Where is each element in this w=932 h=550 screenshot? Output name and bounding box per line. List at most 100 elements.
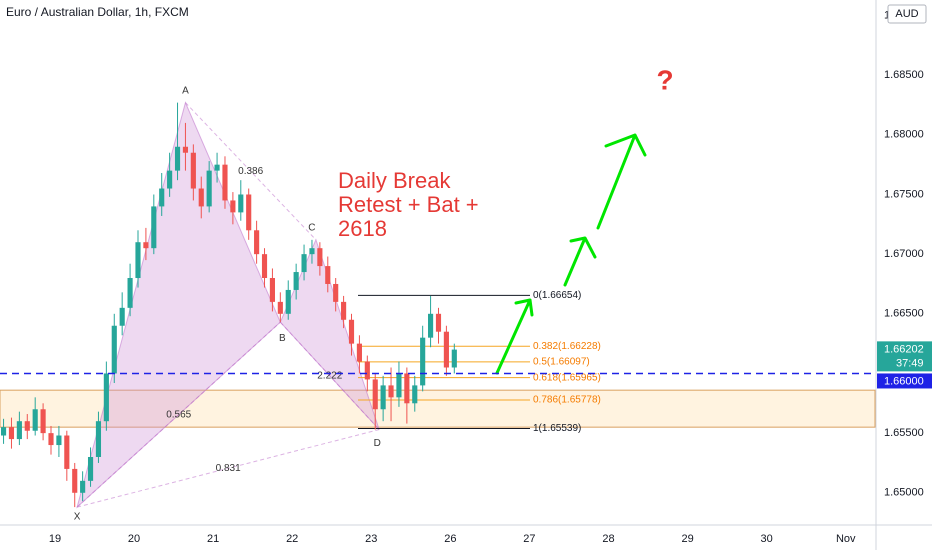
pattern-point-label: A	[182, 85, 189, 96]
annotation-line: Daily Break	[338, 168, 451, 193]
x-tick-label: 23	[365, 533, 377, 545]
candle-body	[341, 301, 347, 320]
candle-body	[143, 242, 149, 249]
candle-body	[404, 373, 410, 404]
currency-box[interactable]	[887, 4, 927, 24]
fib-label: 0.382(1.66228)	[533, 341, 601, 352]
x-tick-label: 26	[444, 533, 456, 545]
candle-body	[8, 427, 15, 440]
candle-body	[412, 385, 418, 404]
pattern-ratio: 0.831	[216, 463, 241, 474]
fib-label: 0(1.66654)	[533, 290, 581, 301]
y-tick-label: 1.66500	[884, 308, 924, 320]
x-tick-label: 30	[761, 533, 773, 545]
pattern-leg	[76, 429, 380, 508]
countdown: 37:49	[896, 357, 924, 369]
candle-body	[95, 421, 102, 457]
fib-label: 1(1.65539)	[533, 423, 581, 434]
x-tick-label: 27	[523, 533, 535, 545]
pattern-ratio: 2.222	[317, 370, 342, 381]
candle-body	[285, 289, 291, 314]
y-tick-label: 1.65000	[884, 487, 924, 499]
fib-label: 0.5(1.66097)	[533, 357, 590, 368]
candles	[0, 102, 457, 508]
y-tick-label: 1.67500	[884, 188, 924, 200]
candle-body	[277, 301, 283, 314]
candle-body	[56, 435, 62, 446]
candle-body	[206, 170, 212, 207]
candle-body	[198, 188, 204, 207]
x-tick-label: 29	[681, 533, 693, 545]
pattern-point-label: D	[374, 438, 381, 449]
candle-body	[80, 480, 86, 493]
pattern-leg	[76, 321, 281, 508]
candle-body	[111, 325, 117, 374]
x-tick-label: Nov	[836, 533, 856, 545]
pattern-leg	[279, 321, 380, 430]
arrow	[563, 236, 597, 287]
pattern-point-label: C	[308, 222, 315, 233]
candle-body	[356, 343, 362, 362]
candle-body	[333, 283, 339, 302]
x-tick-label: 22	[286, 533, 298, 545]
zone	[0, 389, 876, 428]
last-price-label: 1.66202	[884, 343, 924, 355]
pattern-leg	[185, 102, 317, 241]
candle-body	[32, 409, 38, 431]
candle-body	[325, 266, 331, 284]
arrow	[495, 298, 534, 375]
price-line-tag	[877, 373, 932, 389]
candle-body	[443, 331, 449, 368]
candle-body	[246, 194, 252, 231]
x-tick-label: 28	[602, 533, 614, 545]
candle-body	[428, 313, 434, 338]
candle-body	[174, 146, 181, 171]
candle-body	[190, 152, 196, 189]
currency[interactable]: AUD	[895, 8, 918, 20]
candle-body	[254, 230, 260, 255]
candle-body	[87, 456, 94, 481]
y-tick-label: 1.68500	[884, 69, 924, 81]
candle-body	[435, 313, 442, 332]
candle-body	[396, 373, 402, 398]
candle-body	[230, 200, 236, 213]
candle-body	[451, 349, 457, 368]
candle-body	[24, 421, 30, 431]
candle-body	[214, 164, 220, 171]
y-tick-label: 1.68000	[884, 129, 924, 141]
candle-body	[135, 242, 141, 279]
annotation-line: 2618	[338, 216, 387, 241]
question-mark: ?	[656, 64, 673, 95]
candle-body	[167, 170, 173, 189]
price-line-label: 1.66000	[884, 375, 924, 387]
candle-body	[301, 254, 307, 273]
candle-body	[48, 433, 54, 446]
last-price-tag	[877, 341, 932, 372]
candle-body	[348, 319, 355, 344]
candle-body	[0, 427, 7, 436]
fib-label: 0.618(1.65965)	[533, 372, 601, 383]
candle-body	[238, 194, 244, 213]
candle-body	[388, 385, 394, 398]
x-tick-label: 19	[49, 533, 61, 545]
pattern-point-label: B	[279, 333, 286, 344]
candle-body	[159, 188, 165, 207]
pattern-ratio: 0.565	[166, 409, 191, 420]
x-tick-label: 21	[207, 533, 219, 545]
fib-layer: 0(1.66654) 0.382(1.66228) 0.5(1.66097) 0.61…	[358, 290, 601, 434]
candle-body	[151, 206, 157, 249]
y-tick-label: 1.65500	[884, 427, 924, 439]
candle-body	[261, 254, 268, 279]
arrow	[596, 133, 647, 230]
candle-body	[380, 385, 386, 410]
pattern-layer: 0.386 0.565 2.222 0.831 X A B C D	[74, 85, 381, 522]
candle-body	[182, 146, 189, 153]
y-tick-label: 1.67000	[884, 248, 924, 260]
candle-body	[222, 164, 228, 201]
arrows	[495, 133, 647, 375]
candle-body	[293, 272, 299, 290]
overlay: Daily Break Retest + Bat + 2618 ?	[0, 64, 875, 375]
candle-body	[72, 468, 78, 493]
